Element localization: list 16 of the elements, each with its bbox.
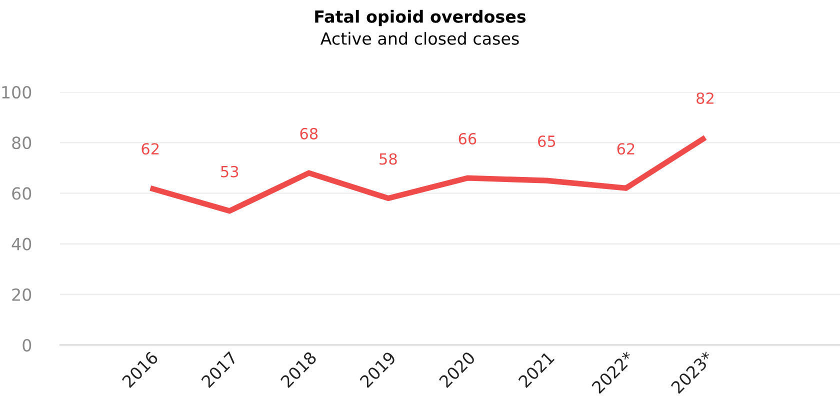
y-tick-label: 40 (12, 238, 32, 250)
data-label: 66 (458, 132, 476, 145)
data-label: 53 (221, 166, 238, 178)
y-tick-label: 20 (12, 288, 32, 301)
data-label: 68 (300, 128, 318, 140)
data-label: 58 (380, 153, 397, 165)
chart-subtitle: Active and closed cases (320, 32, 519, 45)
data-label: 62 (617, 143, 634, 155)
data-label: 65 (538, 135, 556, 148)
data-label: 82 (696, 92, 714, 104)
chart-title: Fatal opioid overdoses (315, 10, 526, 26)
y-tick-label: 100 (2, 86, 32, 99)
y-tick-label: 80 (12, 136, 32, 150)
y-tick-label: 0 (22, 338, 32, 352)
y-tick-label: 60 (12, 187, 32, 200)
data-label: 62 (142, 143, 159, 155)
